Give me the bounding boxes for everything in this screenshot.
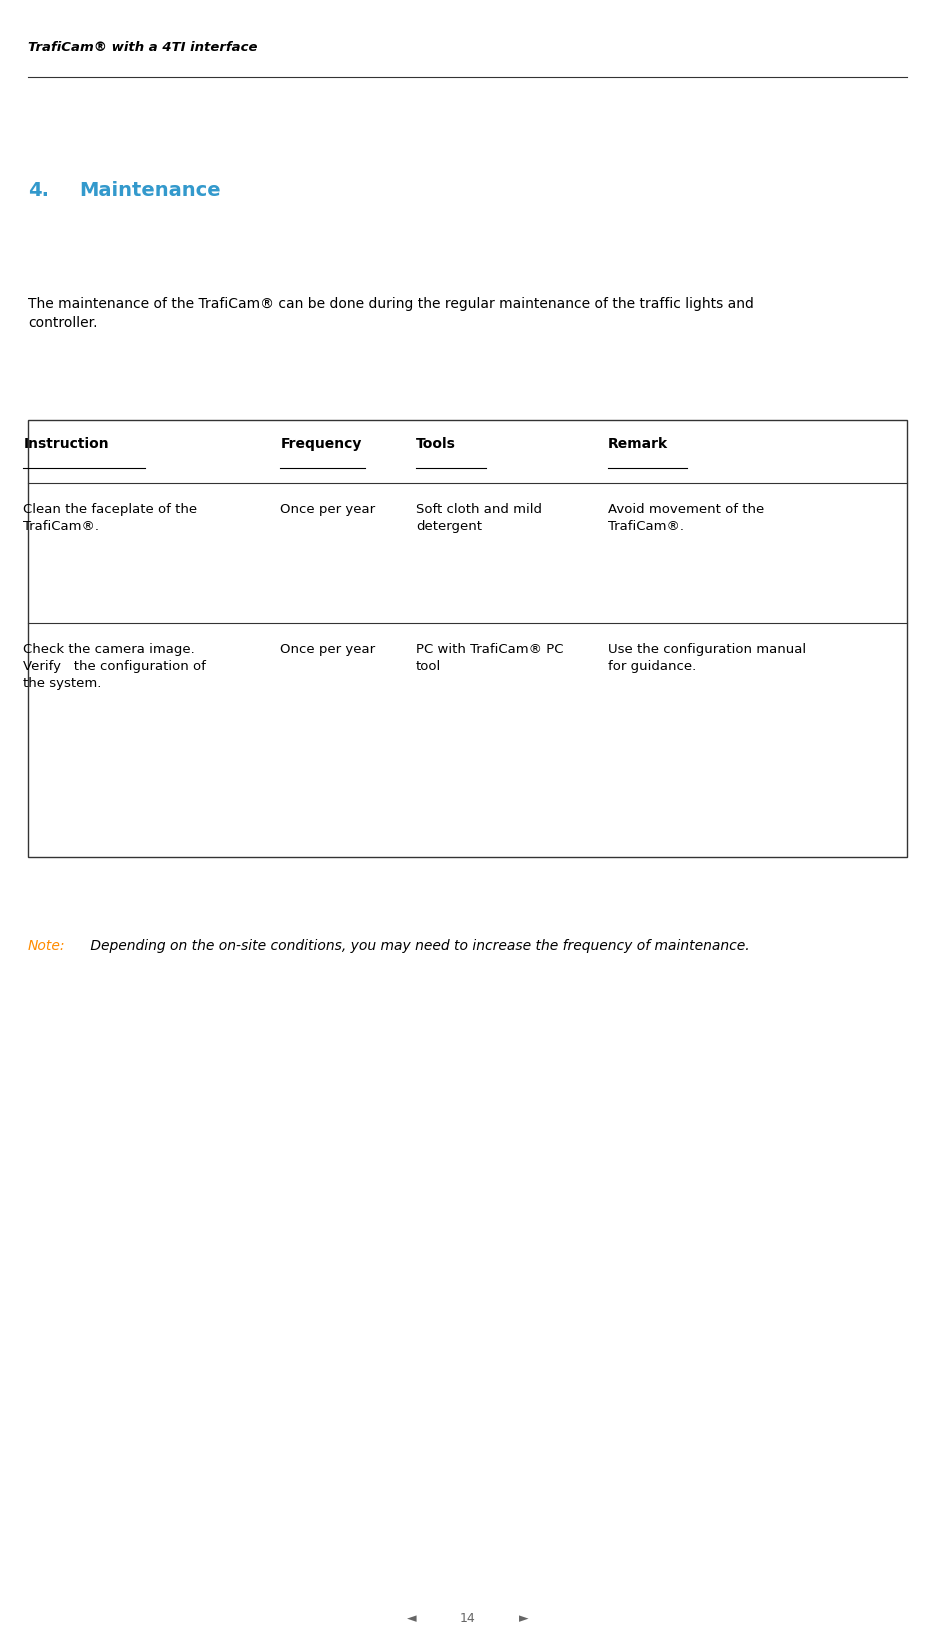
Text: Avoid movement of the
TrafiCam®.: Avoid movement of the TrafiCam®. (608, 503, 764, 532)
Text: Once per year: Once per year (281, 643, 375, 656)
Text: Soft cloth and mild
detergent: Soft cloth and mild detergent (416, 503, 542, 532)
Text: Use the configuration manual
for guidance.: Use the configuration manual for guidanc… (608, 643, 806, 672)
Text: ►: ► (519, 1612, 528, 1625)
Text: Depending on the on-site conditions, you may need to increase the frequency of m: Depending on the on-site conditions, you… (86, 939, 750, 953)
Text: Check the camera image.
Verify   the configuration of
the system.: Check the camera image. Verify the confi… (24, 643, 207, 691)
Text: ◄: ◄ (407, 1612, 416, 1625)
Text: The maintenance of the TrafiCam® can be done during the regular maintenance of t: The maintenance of the TrafiCam® can be … (28, 297, 754, 330)
Text: Tools: Tools (416, 437, 456, 450)
Bar (28, 420, 906, 857)
Text: 14: 14 (460, 1612, 475, 1625)
Text: 4.: 4. (28, 181, 49, 201)
Text: Remark: Remark (608, 437, 667, 450)
Text: Instruction: Instruction (24, 437, 109, 450)
Text: TrafiCam® with a 4TI interface: TrafiCam® with a 4TI interface (28, 41, 258, 54)
Text: PC with TrafiCam® PC
tool: PC with TrafiCam® PC tool (416, 643, 563, 672)
Text: Note:: Note: (28, 939, 65, 953)
Text: Frequency: Frequency (281, 437, 362, 450)
Text: Clean the faceplate of the
TrafiCam®.: Clean the faceplate of the TrafiCam®. (24, 503, 197, 532)
Text: Maintenance: Maintenance (80, 181, 221, 201)
Text: Once per year: Once per year (281, 503, 375, 516)
